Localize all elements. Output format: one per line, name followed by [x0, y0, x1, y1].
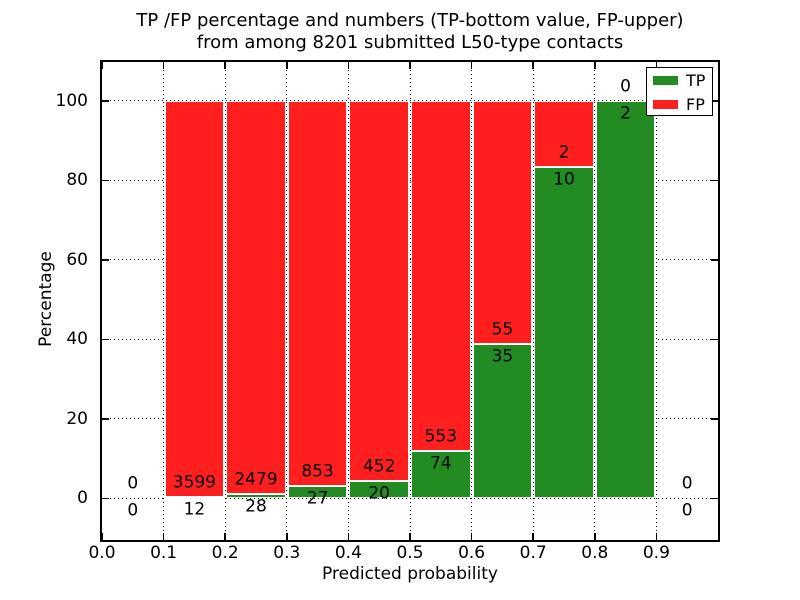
- chart-title-line2: from among 8201 submitted L50-type conta…: [196, 32, 624, 53]
- y-tick-label-0: 0: [77, 488, 88, 509]
- chart-title: TP /FP percentage and numbers (TP-bottom…: [136, 10, 683, 54]
- x-tick-label-0.2: 0.2: [211, 543, 239, 563]
- x-tick-label-0.4: 0.4: [334, 543, 362, 563]
- y-tick-label-80: 80: [66, 170, 88, 191]
- plot-area: [100, 60, 720, 542]
- y-tick-label-20: 20: [66, 408, 88, 429]
- legend-label-tp: TP: [686, 71, 706, 90]
- y-axis-label: Percentage: [36, 251, 56, 347]
- x-tick-label-0.9: 0.9: [642, 543, 670, 563]
- y-tick-label-100: 100: [55, 90, 88, 111]
- x-tick-label-0.7: 0.7: [519, 543, 547, 563]
- legend-label-fp: FP: [686, 95, 705, 114]
- legend: TP FP: [646, 67, 713, 116]
- x-tick-label-0.6: 0.6: [458, 543, 486, 563]
- chart-title-line1: TP /FP percentage and numbers (TP-bottom…: [136, 10, 684, 31]
- legend-swatch-fp: [653, 100, 678, 109]
- x-tick-label-0.3: 0.3: [273, 543, 301, 563]
- x-tick-label-0.0: 0.0: [88, 543, 116, 563]
- legend-swatch-tp: [653, 76, 678, 85]
- x-tick-label-0.5: 0.5: [396, 543, 424, 563]
- x-tick-label-0.1: 0.1: [150, 543, 178, 563]
- x-axis-label: Predicted probability: [322, 564, 498, 584]
- x-tick-label-0.8: 0.8: [581, 543, 609, 563]
